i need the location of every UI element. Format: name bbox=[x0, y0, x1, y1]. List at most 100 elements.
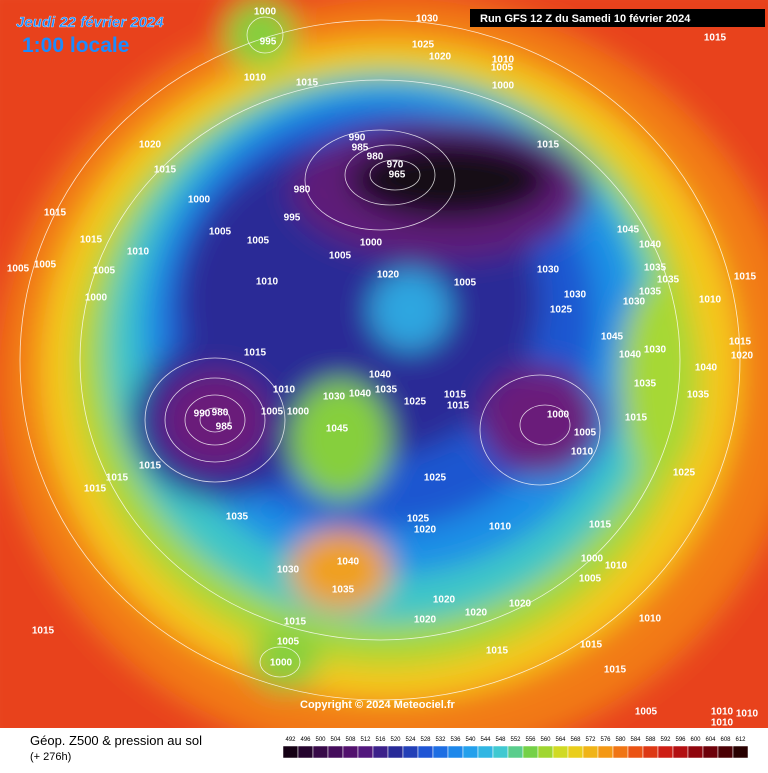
pressure-label: 1020 bbox=[139, 140, 162, 151]
scale-label: 532 bbox=[435, 737, 446, 743]
scale-label: 540 bbox=[465, 737, 476, 743]
scale-label: 492 bbox=[285, 737, 296, 743]
pressure-label: 1000 bbox=[270, 658, 293, 669]
pressure-label: 1015 bbox=[244, 348, 267, 359]
pressure-label: 1045 bbox=[326, 424, 349, 435]
pressure-label: 990 bbox=[349, 133, 366, 144]
scale-swatch bbox=[582, 745, 599, 759]
pressure-label: 1005 bbox=[635, 707, 658, 718]
scale-swatch bbox=[417, 745, 434, 759]
pressure-label: 1030 bbox=[537, 265, 560, 276]
pressure-label: 1015 bbox=[44, 208, 67, 219]
scale-swatch bbox=[297, 745, 314, 759]
pressure-label: 1030 bbox=[277, 565, 300, 576]
pressure-label: 1005 bbox=[277, 637, 300, 648]
scale-label: 564 bbox=[555, 737, 566, 743]
scale-label: 584 bbox=[630, 737, 641, 743]
pressure-label: 1005 bbox=[34, 260, 57, 271]
color-scale: 492 496 500 504 508 512 516 520 524 528 532 536 540 5… bbox=[282, 737, 749, 759]
pressure-label: 1020 bbox=[429, 52, 452, 63]
pressure-label: 1040 bbox=[369, 370, 392, 381]
pressure-label: 1005 bbox=[7, 264, 30, 275]
scale-label: 528 bbox=[420, 737, 431, 743]
pressure-label: 1005 bbox=[574, 428, 597, 439]
pressure-label: 990 bbox=[194, 409, 211, 420]
scale-swatch bbox=[552, 745, 569, 759]
scale-label: 580 bbox=[615, 737, 626, 743]
scale-label: 520 bbox=[390, 737, 401, 743]
scale-label: 588 bbox=[645, 737, 656, 743]
pressure-label: 1035 bbox=[375, 385, 398, 396]
scale-swatch bbox=[312, 745, 329, 759]
pressure-label: 985 bbox=[216, 422, 233, 433]
pressure-label: 995 bbox=[260, 37, 277, 48]
pressure-label: 1040 bbox=[695, 363, 718, 374]
scale-swatch bbox=[687, 745, 704, 759]
scale-label: 504 bbox=[330, 737, 341, 743]
pressure-label: 1035 bbox=[644, 263, 667, 274]
pressure-label: 1010 bbox=[273, 385, 296, 396]
pressure-label: 1015 bbox=[284, 617, 307, 628]
scale-swatch bbox=[387, 745, 404, 759]
pressure-label: 1040 bbox=[619, 350, 642, 361]
scale-swatch bbox=[597, 745, 614, 759]
scale-swatch bbox=[477, 745, 494, 759]
scale-swatch bbox=[672, 745, 689, 759]
scale-label: 496 bbox=[300, 737, 311, 743]
pressure-label: 1015 bbox=[729, 337, 752, 348]
pressure-label: 1015 bbox=[447, 401, 470, 412]
run-info: Run GFS 12 Z du Samedi 10 février 2024 bbox=[480, 13, 691, 25]
scale-swatch bbox=[717, 745, 734, 759]
pressure-label: 1015 bbox=[444, 390, 467, 401]
scale-label: 600 bbox=[690, 737, 701, 743]
pressure-label: 1015 bbox=[32, 626, 55, 637]
scale-swatch bbox=[492, 745, 509, 759]
scale-label: 536 bbox=[450, 737, 461, 743]
copyright: Copyright © 2024 Meteociel.fr bbox=[300, 699, 456, 711]
pressure-label: 1025 bbox=[424, 473, 447, 484]
pressure-label: 1035 bbox=[332, 585, 355, 596]
pressure-label: 1010 bbox=[711, 718, 734, 729]
pressure-label: 1030 bbox=[644, 345, 667, 356]
legend-title: Géop. Z500 & pression au sol bbox=[30, 733, 202, 748]
pressure-label: 1015 bbox=[580, 640, 603, 651]
pressure-label: 1010 bbox=[736, 709, 759, 720]
pressure-label: 1040 bbox=[349, 389, 372, 400]
pressure-label: 1010 bbox=[489, 522, 512, 533]
pressure-label: 980 bbox=[294, 185, 311, 196]
pressure-label: 1010 bbox=[639, 614, 662, 625]
pressure-label: 1000 bbox=[85, 293, 108, 304]
pressure-label: 1010 bbox=[605, 561, 628, 572]
pressure-label: 1010 bbox=[244, 73, 267, 84]
scale-label: 544 bbox=[480, 737, 491, 743]
pressure-label: 1015 bbox=[84, 484, 107, 495]
scale-label: 560 bbox=[540, 737, 551, 743]
scale-swatch bbox=[612, 745, 629, 759]
pressure-label: 1035 bbox=[657, 275, 680, 286]
time: 1:00 locale bbox=[22, 34, 129, 57]
pressure-label: 1015 bbox=[704, 33, 727, 44]
pressure-label: 1040 bbox=[639, 240, 662, 251]
scale-label: 556 bbox=[525, 737, 536, 743]
pressure-label: 1000 bbox=[254, 7, 277, 18]
pressure-label: 1020 bbox=[465, 608, 488, 619]
scale-label: 516 bbox=[375, 737, 386, 743]
scale-swatch bbox=[642, 745, 659, 759]
pressure-label: 1010 bbox=[571, 447, 594, 458]
pressure-label: 1040 bbox=[337, 557, 360, 568]
pressure-label: 1015 bbox=[106, 473, 129, 484]
pressure-label: 985 bbox=[352, 143, 369, 154]
scale-swatch bbox=[522, 745, 539, 759]
scale-swatch bbox=[627, 745, 644, 759]
pressure-label: 1015 bbox=[734, 272, 757, 283]
pressure-label: 1005 bbox=[247, 236, 270, 247]
pressure-label: 965 bbox=[389, 170, 406, 181]
pressure-label: 1010 bbox=[492, 55, 515, 66]
scale-label: 552 bbox=[510, 737, 521, 743]
pressure-label: 1025 bbox=[412, 40, 435, 51]
pressure-label: 1010 bbox=[127, 247, 150, 258]
scale-label: 592 bbox=[660, 737, 671, 743]
scale-swatch bbox=[732, 745, 749, 759]
